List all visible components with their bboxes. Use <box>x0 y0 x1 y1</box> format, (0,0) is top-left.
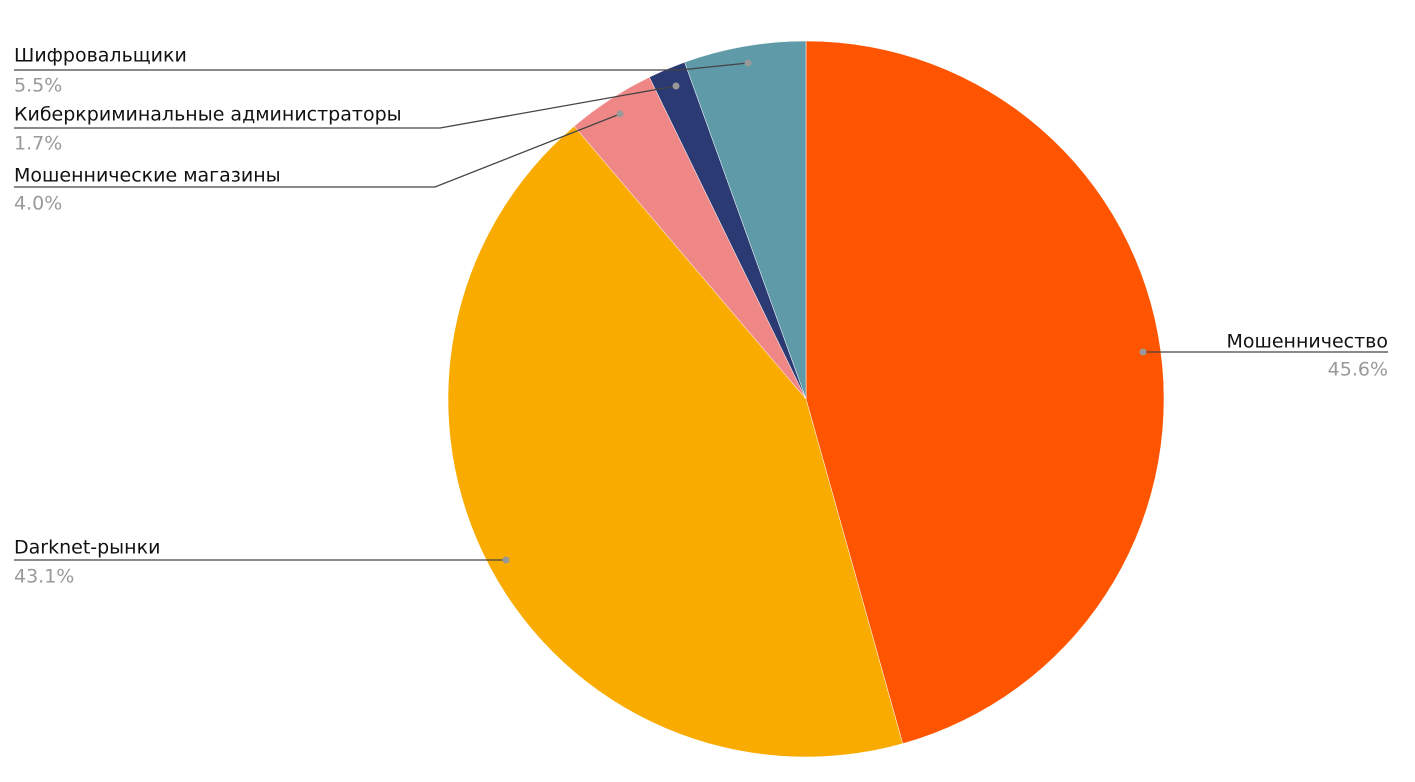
slice-label: Шифровальщики <box>14 45 187 67</box>
leader-dot <box>616 110 624 118</box>
slice-value: 45.6% <box>1328 359 1388 381</box>
leader-line <box>14 85 677 129</box>
slice-label: Мошеннические магазины <box>14 165 281 187</box>
slice-value: 43.1% <box>14 566 74 588</box>
pie-slice <box>684 40 807 400</box>
slice-value: 5.5% <box>14 75 62 97</box>
slice-label: Darknet-рынки <box>14 537 160 559</box>
slice-label: Мошенничество <box>1226 331 1388 353</box>
leader-dot <box>502 556 510 564</box>
pie-slice <box>805 40 1165 744</box>
leader-dot <box>1139 348 1147 356</box>
pie-slice <box>447 125 904 758</box>
leader-dot <box>672 82 680 90</box>
leader-dot <box>744 59 752 67</box>
slice-label: Киберкриминальные администраторы <box>14 104 402 126</box>
slice-value: 1.7% <box>14 133 62 155</box>
slice-value: 4.0% <box>14 193 62 215</box>
leader-line <box>14 113 621 188</box>
leader-line <box>14 62 749 71</box>
